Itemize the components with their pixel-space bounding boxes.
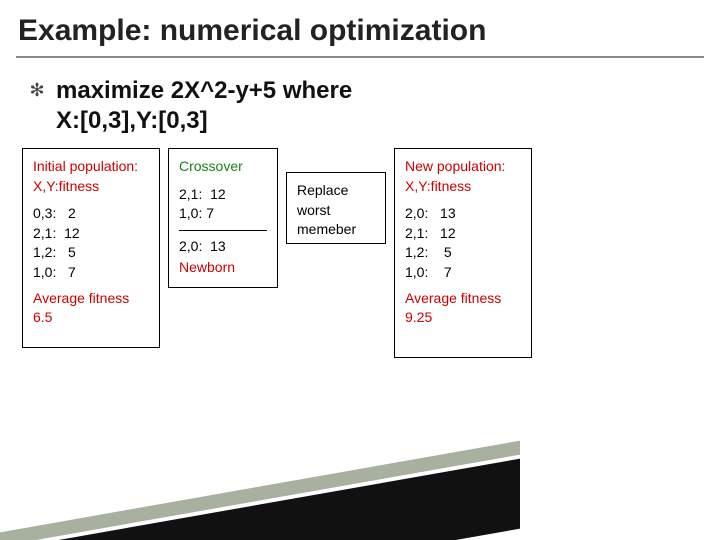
row-fit: 12 <box>64 225 80 241</box>
slide-decoration <box>0 371 520 540</box>
table-row: 2,1: 12 <box>405 224 521 244</box>
row-xy: 1,0: <box>33 264 56 280</box>
row-fit: 12 <box>210 186 226 202</box>
bullet-line1: maximize 2X^2-y+5 where <box>56 77 352 104</box>
table-row: 1,0: 7 <box>33 263 149 283</box>
new-rows: 2,0: 13 2,1: 12 1,2: 5 1,0: 7 <box>405 204 521 282</box>
row-fit: 5 <box>444 244 452 260</box>
initial-header: Initial population: X,Y:fitness <box>33 157 149 196</box>
row-fit: 7 <box>68 264 76 280</box>
row-xy: 1,2: <box>405 244 428 260</box>
bullet-line2: X:[0,3],Y:[0,3] <box>56 107 208 134</box>
row-fit: 5 <box>68 244 76 260</box>
row-xy: 2,1: <box>179 186 202 202</box>
row-fit: 13 <box>210 238 226 254</box>
row-xy: 2,1: <box>405 225 428 241</box>
table-row: 2,1: 12 <box>179 185 267 205</box>
row-fit: 7 <box>444 264 452 280</box>
crossover-rows: 2,1: 12 1,0: 7 <box>179 185 267 224</box>
row-fit: 7 <box>206 205 214 221</box>
row-fit: 12 <box>440 225 456 241</box>
replace-box: Replace worst memeber <box>286 172 386 244</box>
newborn-row: 2,0: 13 <box>179 237 267 257</box>
initial-avg-value: 6.5 <box>33 308 149 328</box>
bullet-icon: ✻ <box>28 76 46 102</box>
table-row: 2,1: 12 <box>33 224 149 244</box>
table-row: 1,2: 5 <box>405 243 521 263</box>
new-header: New population: X,Y:fitness <box>405 157 521 196</box>
row-fit: 2 <box>68 205 76 221</box>
crossover-box: Crossover 2,1: 12 1,0: 7 2,0: 13 Newborn <box>168 148 278 288</box>
initial-avg-label: Average fitness <box>33 289 149 309</box>
row-fit: 13 <box>440 205 456 221</box>
initial-population-box: Initial population: X,Y:fitness 0,3: 2 2… <box>22 148 160 348</box>
row-xy: 2,0: <box>179 238 202 254</box>
stage-row: Initial population: X,Y:fitness 0,3: 2 2… <box>0 136 720 358</box>
row-xy: 2,1: <box>33 225 56 241</box>
bullet-text: maximize 2X^2-y+5 where X:[0,3],Y:[0,3] <box>56 76 352 136</box>
row-xy: 2,0: <box>405 205 428 221</box>
new-population-box: New population: X,Y:fitness 2,0: 13 2,1:… <box>394 148 532 358</box>
replace-header: Replace worst memeber <box>297 181 375 240</box>
table-row: 1,0: 7 <box>179 204 267 224</box>
newborn-label: Newborn <box>179 258 267 278</box>
crossover-header: Crossover <box>179 157 267 177</box>
new-avg-label: Average fitness <box>405 289 521 309</box>
slide-title: Example: numerical optimization <box>0 0 720 52</box>
row-xy: 0,3: <box>33 205 56 221</box>
table-row: 0,3: 2 <box>33 204 149 224</box>
row-xy: 1,0: <box>179 205 202 221</box>
divider <box>179 230 267 231</box>
initial-rows: 0,3: 2 2,1: 12 1,2: 5 1,0: 7 <box>33 204 149 282</box>
bullet-item: ✻ maximize 2X^2-y+5 where X:[0,3],Y:[0,3… <box>0 58 720 136</box>
new-avg-value: 9.25 <box>405 308 521 328</box>
table-row: 1,0: 7 <box>405 263 521 283</box>
row-xy: 1,2: <box>33 244 56 260</box>
row-xy: 1,0: <box>405 264 428 280</box>
table-row: 1,2: 5 <box>33 243 149 263</box>
table-row: 2,0: 13 <box>405 204 521 224</box>
